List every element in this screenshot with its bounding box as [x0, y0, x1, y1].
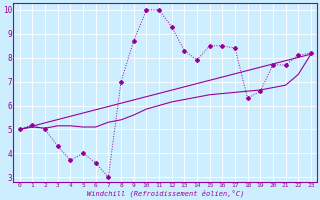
- X-axis label: Windchill (Refroidissement éolien,°C): Windchill (Refroidissement éolien,°C): [87, 190, 244, 197]
